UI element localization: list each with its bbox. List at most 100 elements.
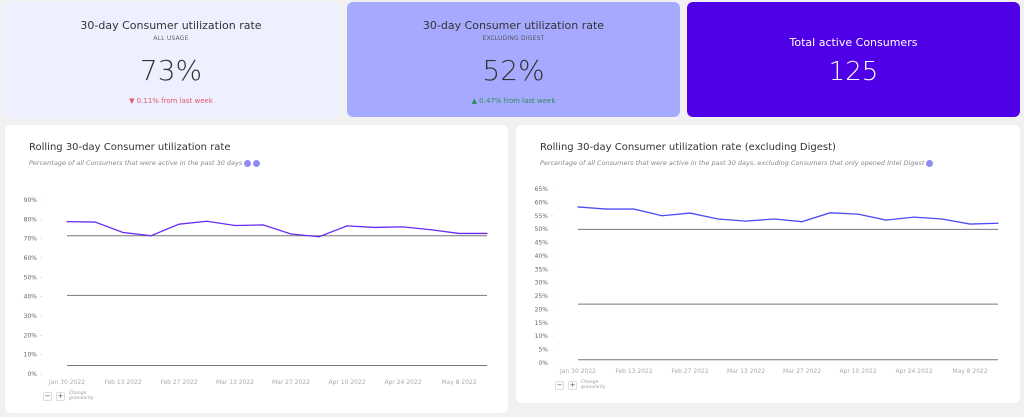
x-tick-label: Apr 24 2022 [895, 368, 932, 375]
data-point [801, 221, 803, 223]
x-tick-label: Mar 13 2022 [216, 379, 254, 386]
y-tick-label: 10% [24, 352, 38, 359]
card-subtitle: EXCLUDING DIGEST [482, 35, 545, 42]
lightbulb-icon[interactable] [253, 159, 261, 167]
x-tick-label: Feb 13 2022 [615, 368, 653, 375]
data-point [857, 213, 859, 215]
data-point [66, 221, 68, 223]
utilization-card-excl-digest: 30-day Consumer utilization rate EXCLUDI… [347, 2, 680, 117]
data-point [969, 223, 971, 225]
data-point [997, 222, 999, 224]
data-point [150, 235, 152, 237]
data-point [829, 212, 831, 214]
card-value: 73% [139, 54, 203, 87]
info-icon[interactable] [244, 159, 252, 167]
y-tick-label: 25% [535, 293, 549, 300]
x-tick-label: Jan 30 2022 [48, 379, 85, 386]
chart-panel-all: 0% 10% 20% 30% 40% 50% 60% 70% 80% 90% Jan 30 2022… [5, 125, 508, 413]
data-point [374, 226, 376, 229]
y-tick-label: 35% [535, 266, 549, 273]
data-point [346, 225, 348, 227]
y-tick-label: 40% [24, 294, 38, 301]
y-tick-label: 40% [535, 253, 549, 260]
utilization-chart-excl-digest: 0% 5% 10% 15% 20% 25% 30% 35% 40% 45% 50% 55% 60% 65%… [535, 186, 999, 375]
data-point [458, 232, 460, 235]
increase-granularity-button[interactable]: + [56, 391, 65, 401]
card-title: 30-day Consumer utilization rate [422, 19, 605, 32]
y-tick-label: 80% [24, 216, 38, 223]
data-point [689, 212, 691, 214]
y-tick-label: 20% [24, 332, 38, 339]
chart-subtitle-wrap: Percentage of all Consumers that were ac… [540, 159, 934, 167]
y-tick-label: 0% [27, 371, 37, 378]
y-tick-label: 90% [24, 197, 38, 204]
data-point [773, 218, 775, 220]
increase-granularity-button[interactable]: + [568, 380, 577, 390]
y-tick-label: 20% [535, 306, 549, 313]
x-tick-label: Feb 27 2022 [160, 379, 198, 386]
card-delta: ▲ 0.47% from last week [471, 97, 556, 105]
x-tick-label: Feb 13 2022 [104, 379, 142, 386]
data-point [486, 232, 488, 235]
x-tick-label: Mar 13 2022 [727, 368, 765, 375]
granularity-control: − + Change granularity [555, 380, 609, 390]
data-point [605, 208, 607, 210]
data-point [745, 220, 747, 222]
card-value: 52% [482, 54, 545, 87]
y-tick-label: 30% [24, 313, 38, 320]
chart-subtitle-wrap: Percentage of all Consumers that were ac… [29, 159, 261, 167]
total-active-consumers-card: Total active Consumers 125 [687, 2, 1020, 117]
y-tick-label: 5% [538, 347, 548, 354]
x-tick-label: Mar 27 2022 [272, 379, 310, 386]
x-tick-label: Apr 24 2022 [384, 379, 421, 386]
chart-subtitle: Percentage of all Consumers that were ac… [540, 159, 925, 167]
data-point [234, 224, 236, 227]
y-tick-label: 70% [24, 236, 38, 243]
card-delta: ▼ 0.11% from last week [129, 97, 213, 105]
data-point [94, 221, 96, 223]
data-point [430, 229, 432, 231]
x-tick-label: Mar 27 2022 [783, 368, 821, 375]
granularity-label: Change granularity [69, 391, 94, 401]
data-point [913, 216, 915, 218]
y-tick-label: 15% [535, 320, 549, 327]
data-point [262, 224, 264, 226]
data-point [661, 215, 663, 217]
decrease-granularity-button[interactable]: − [43, 391, 52, 401]
card-title: 30-day Consumer utilization rate [80, 19, 262, 32]
decrease-granularity-button[interactable]: − [555, 380, 564, 390]
data-point [318, 236, 320, 238]
series-line [577, 206, 999, 225]
y-tick-label: 60% [535, 199, 549, 206]
chart-title: Rolling 30-day Consumer utilization rate [29, 142, 231, 153]
utilization-card-all: 30-day Consumer utilization rate ALL USA… [2, 2, 340, 117]
data-point [633, 208, 635, 210]
y-tick-label: 55% [535, 213, 549, 220]
data-point [577, 206, 579, 208]
data-point [290, 233, 292, 235]
y-tick-label: 50% [24, 274, 38, 281]
data-point [941, 218, 943, 220]
granularity-control: − + Change granularity [43, 391, 97, 401]
utilization-chart: 0% 10% 20% 30% 40% 50% 60% 70% 80% 90% Jan 30 2022… [24, 197, 488, 386]
data-point [402, 226, 404, 228]
x-tick-label: Jan 30 2022 [559, 368, 596, 375]
y-tick-label: 65% [535, 186, 549, 193]
y-tick-label: 10% [535, 333, 549, 340]
data-point [717, 218, 719, 220]
chart-subtitle: Percentage of all Consumers that were ac… [29, 159, 243, 167]
y-tick-label: 30% [535, 280, 549, 287]
x-tick-label: Feb 27 2022 [671, 368, 709, 375]
y-tick-label: 50% [535, 226, 549, 233]
card-title: Total active Consumers [789, 36, 918, 49]
card-subtitle: ALL USAGE [153, 35, 189, 42]
card-value: 125 [828, 57, 879, 87]
x-tick-label: Apr 10 2022 [839, 368, 876, 375]
data-point [122, 231, 124, 234]
y-tick-label: 0% [538, 360, 548, 367]
x-tick-label: May 8 2022 [952, 368, 987, 375]
x-tick-label: Apr 10 2022 [328, 379, 365, 386]
chart-panel-excl-digest: 0% 5% 10% 15% 20% 25% 30% 35% 40% 45% 50% 55% 60% 65%… [516, 125, 1020, 403]
data-point [885, 219, 887, 221]
info-icon[interactable] [926, 159, 934, 167]
